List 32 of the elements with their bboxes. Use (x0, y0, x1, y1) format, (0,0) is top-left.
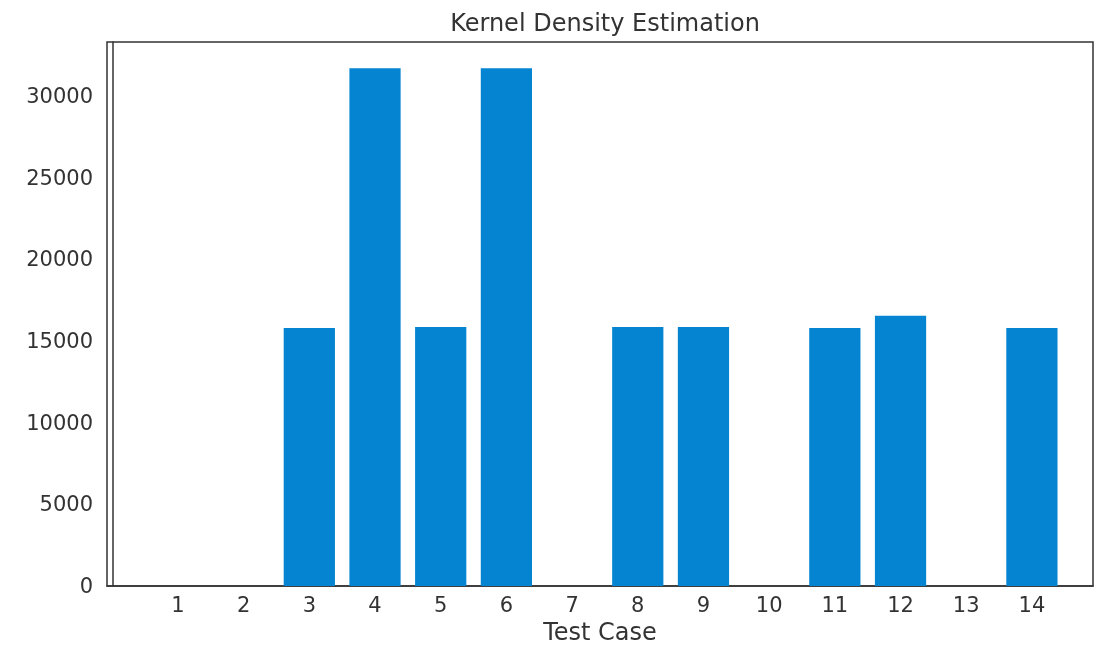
x-tick-label: 3 (302, 592, 317, 617)
y-tick-label: 25000 (26, 165, 93, 190)
x-axis-title: Test Case (542, 617, 657, 646)
x-tick-label: 6 (499, 592, 514, 617)
x-tick-label: 11 (821, 592, 849, 617)
y-tick-label: 20000 (26, 247, 93, 272)
x-tick-label: 7 (565, 592, 579, 617)
x-tick-label: 9 (696, 592, 711, 617)
x-tick-label: 2 (236, 592, 251, 617)
y-tick-label: 0 (79, 574, 93, 598)
y-tick-label: 30000 (26, 83, 93, 108)
bar (349, 68, 401, 586)
x-tick-label: 1 (171, 592, 185, 617)
bar (415, 327, 467, 586)
y-tick-label: 10000 (26, 410, 93, 435)
bar (1006, 327, 1058, 586)
y-tick-label: 15000 (26, 328, 93, 353)
bar (874, 315, 927, 586)
y-tick-label: 5000 (39, 492, 93, 517)
x-tick-label: 12 (887, 592, 914, 617)
bar (677, 327, 730, 586)
x-tick-label: 4 (368, 592, 382, 617)
x-tick-label: 8 (631, 592, 645, 617)
chart-title: Kernel Density Estimation (450, 9, 760, 37)
bar (809, 327, 861, 586)
bar (612, 327, 664, 586)
bar (480, 68, 533, 586)
bar (283, 327, 335, 586)
x-tick-label: 13 (952, 592, 980, 617)
x-tick-label: 14 (1018, 592, 1046, 617)
x-tick-label: 5 (434, 592, 448, 617)
x-tick-label: 10 (755, 592, 783, 617)
